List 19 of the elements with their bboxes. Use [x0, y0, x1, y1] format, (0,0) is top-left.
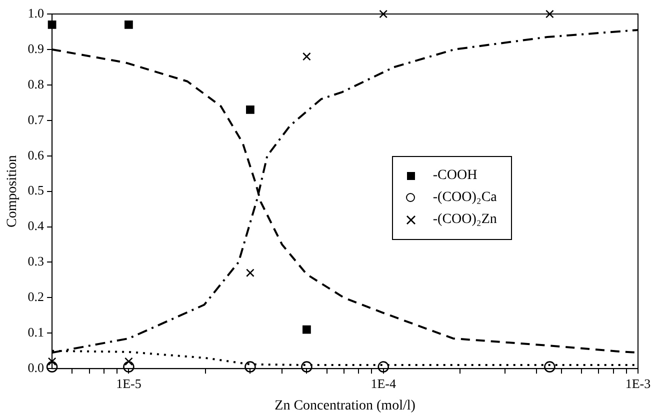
- y-tick-label: 0.7: [28, 112, 45, 127]
- legend-label: -(COO)₂Ca: [432, 190, 497, 206]
- legend-label: -COOH: [432, 168, 478, 184]
- legend-label: -(COO)₂Zn: [432, 212, 497, 228]
- y-tick-label: 0.2: [28, 289, 44, 304]
- x-tick-label: 1E-4: [370, 376, 396, 391]
- x-tick-label: 1E-3: [625, 376, 651, 391]
- y-tick-label: 0.8: [28, 76, 44, 92]
- y-tick-label: 1.0: [28, 5, 44, 20]
- x-tick-label: 1E-5: [116, 376, 142, 391]
- y-tick-label: 0.6: [28, 147, 45, 162]
- y-tick-label: 0.5: [28, 182, 44, 198]
- y-tick-label: 0.9: [28, 40, 44, 56]
- y-tick-label: 0.1: [28, 324, 44, 340]
- y-tick-label: 0.4: [28, 218, 45, 234]
- y-axis-title: Composition: [5, 155, 20, 228]
- y-tick-label: 0.3: [28, 254, 44, 269]
- y-tick-label: 0.0: [28, 360, 44, 376]
- x-axis-title: Zn Concentration (mol/l): [274, 398, 416, 414]
